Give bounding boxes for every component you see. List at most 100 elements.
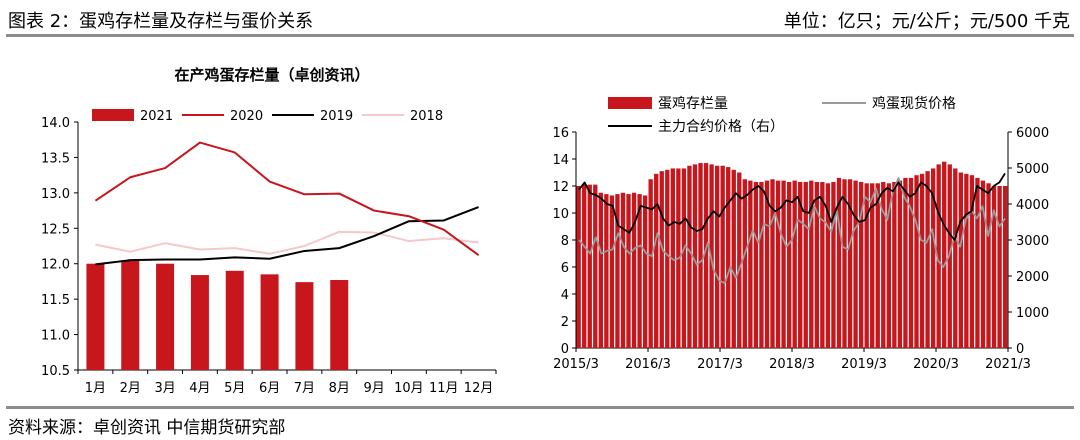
y-tick-label: 10.5 — [41, 364, 70, 379]
bar-layer-stock — [809, 180, 814, 348]
right-y-tick-label: 3000 — [1016, 234, 1049, 249]
bar-layer-stock — [609, 195, 615, 348]
bar-layer-stock — [842, 179, 847, 348]
x-tick-label: 2020/3 — [913, 357, 959, 372]
bar-layer-stock — [814, 181, 819, 348]
x-tick-label: 10月 — [394, 381, 424, 396]
bar-layer-stock — [698, 163, 703, 348]
bar-layer-stock — [604, 194, 609, 348]
bottom-divider — [6, 406, 1074, 409]
bar-2021 — [121, 260, 140, 370]
unit-label: 单位：亿只；元/公斤；元/500 千克 — [783, 11, 1070, 32]
bar-layer-stock — [919, 173, 925, 348]
bar-layer-stock — [936, 164, 941, 348]
x-tick-label: 11月 — [429, 381, 459, 396]
bar-layer-stock — [759, 181, 764, 348]
left-y-tick-label: 8 — [561, 234, 569, 249]
right-y-tick-label: 6000 — [1016, 126, 1049, 141]
bar-layer-stock — [681, 168, 687, 348]
bar-layer-stock — [692, 164, 698, 348]
left-y-tick-label: 6 — [561, 261, 569, 276]
legend-label-2020: 2020 — [230, 109, 263, 124]
bar-layer-stock — [820, 181, 825, 348]
bar-layer-stock — [775, 180, 781, 348]
bar-layer-stock — [626, 194, 631, 348]
bar-layer-stock — [825, 183, 831, 348]
spot-price-line — [578, 176, 1006, 285]
bar-layer-stock — [593, 184, 598, 348]
bar-layer-stock — [908, 177, 914, 348]
bar-layer-stock — [969, 175, 975, 348]
chart-title: 在产鸡蛋存栏量（卓创资讯） — [174, 66, 369, 84]
bar-layer-stock — [991, 186, 997, 348]
y-tick-label: 12.0 — [41, 258, 70, 273]
bar-layer-stock — [997, 186, 1002, 348]
legend-label-2021: 2021 — [140, 109, 173, 124]
bar-layer-stock — [958, 172, 963, 348]
x-tick-label: 8月 — [329, 381, 350, 396]
series-line-2018 — [95, 230, 479, 255]
bar-layer-stock — [798, 181, 803, 348]
bar-2021 — [260, 274, 279, 370]
bar-layer-stock — [620, 192, 626, 348]
bar-layer-stock — [792, 180, 797, 348]
bar-layer-stock — [953, 168, 958, 348]
bar-layer-stock — [654, 173, 659, 348]
top-divider — [6, 34, 1074, 37]
right-y-tick-label: 2000 — [1016, 270, 1049, 285]
bar-2021 — [225, 270, 244, 370]
bar-layer-stock — [703, 163, 709, 348]
bar-layer-stock — [753, 181, 759, 348]
y-tick-label: 13.0 — [41, 187, 70, 202]
bar-2021 — [86, 263, 105, 370]
legend-label-2019: 2019 — [320, 109, 353, 124]
bar-layer-stock — [847, 179, 853, 348]
bar-layer-stock — [1002, 186, 1008, 348]
bar-layer-stock — [964, 173, 969, 348]
x-tick-label: 3月 — [154, 381, 175, 396]
right-y-tick-label: 4000 — [1016, 198, 1049, 213]
legend-label-2018: 2018 — [410, 109, 443, 124]
x-tick-label: 1月 — [85, 381, 106, 396]
x-tick-label: 2018/3 — [769, 357, 815, 372]
bar-layer-stock — [942, 161, 947, 348]
bar-layer-stock — [631, 192, 637, 348]
left-y-tick-label: 0 — [561, 342, 569, 357]
bar-layer-stock — [582, 184, 587, 348]
x-tick-label: 2016/3 — [625, 357, 671, 372]
bar-layer-stock — [687, 165, 692, 348]
left-y-tick-label: 10 — [552, 207, 569, 222]
figure-header: 图表 2：蛋鸡存栏量及存栏与蛋价关系 单位：亿只；元/公斤；元/500 千克 — [0, 0, 1080, 36]
bar-layer-stock — [770, 179, 775, 348]
bar-layer-stock — [930, 168, 936, 348]
left-chart: 在产鸡蛋存栏量（卓创资讯） 10.5 11.0 11.5 12.0 12.5 13.0 13.… — [41, 66, 497, 396]
bar-layer-stock — [903, 177, 908, 348]
x-tick-label: 12月 — [464, 381, 494, 396]
x-tick-label: 4月 — [189, 381, 210, 396]
bar-layer-stock — [587, 184, 592, 348]
bar-layer-stock — [803, 181, 808, 348]
bar-layer-stock — [576, 186, 581, 348]
bar-layer-stock — [980, 180, 986, 348]
bar-layer-stock — [858, 181, 864, 348]
legend-label-futures: 主力合约价格（右） — [658, 119, 784, 135]
bar-layer-stock — [665, 169, 670, 348]
bar-layer-stock — [897, 180, 903, 348]
x-tick-label: 5月 — [224, 381, 245, 396]
series-line-2020 — [94, 141, 480, 257]
bar-layer-stock — [853, 180, 858, 348]
bar-layer-stock — [836, 177, 842, 348]
right-chart: 0 2 4 6 8 10 12 14 16 0 1000 2000 3000 4000 5000 6000 20… — [552, 95, 1049, 372]
bar-layer-stock — [864, 183, 869, 348]
bar-layer-stock — [870, 183, 875, 348]
series-line-2019 — [95, 206, 479, 266]
bar-layer-stock — [881, 181, 886, 348]
bar-layer-stock — [748, 180, 753, 348]
bar-layer-stock — [986, 183, 991, 348]
x-tick-label: 2017/3 — [697, 357, 743, 372]
bar-layer-stock — [975, 177, 980, 348]
bar-2021 — [156, 263, 175, 370]
y-tick-label: 11.0 — [41, 329, 70, 344]
futures-price-line — [578, 172, 1006, 241]
bar-layer-stock — [659, 171, 664, 348]
